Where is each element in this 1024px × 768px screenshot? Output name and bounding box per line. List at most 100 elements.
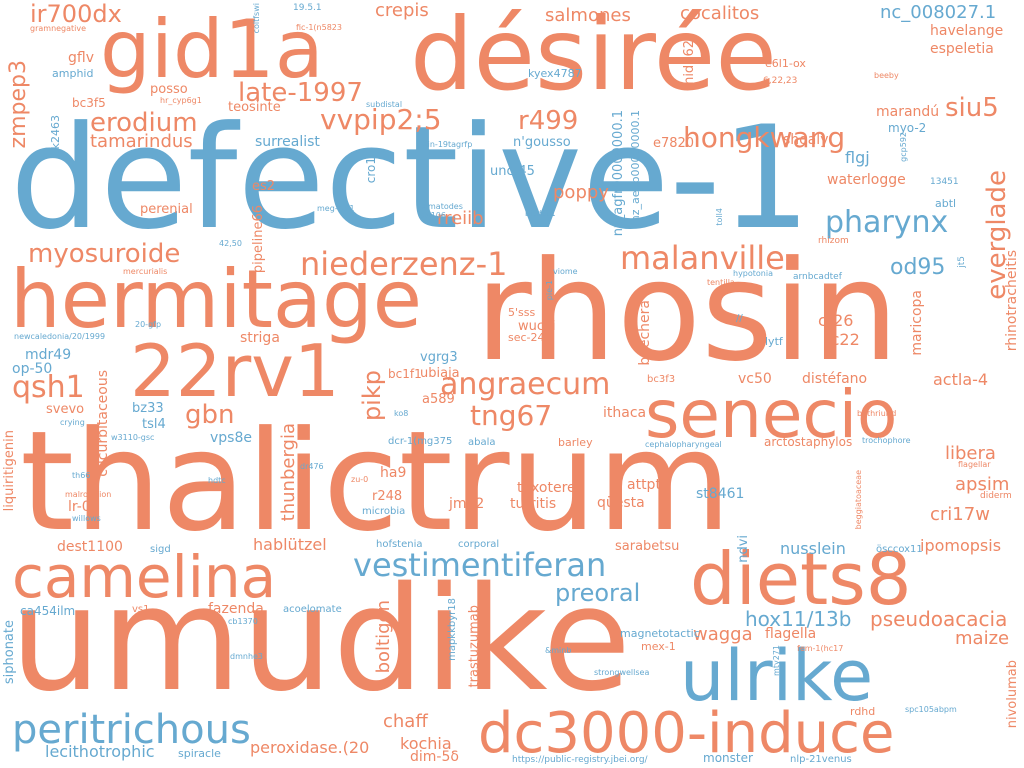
word: senecio [645, 376, 898, 453]
word: turritis [510, 496, 557, 512]
word: acoelomate [283, 604, 342, 615]
word: spc105abpm [905, 705, 957, 714]
word: 5'sss [508, 306, 536, 319]
word: sigd [150, 544, 171, 555]
word: myosuroide [28, 239, 181, 269]
word: 22rv1 [130, 329, 340, 413]
word: mty271 [772, 645, 781, 676]
word: kin-19​tagrfp [423, 140, 473, 149]
word: hox11/13b [745, 607, 852, 631]
word: vvpip2;5 [320, 103, 442, 136]
word: pipeline66 [251, 205, 266, 274]
word: peroxidase.(20 [250, 738, 370, 757]
word: apsim [955, 474, 1010, 495]
word: thalictrum [20, 401, 732, 562]
word: diets8 [690, 537, 912, 621]
word: posso [150, 82, 188, 97]
word: r499 [518, 106, 579, 136]
word: dim-5δ [410, 749, 459, 765]
word: newcaledonia/20/1999 [14, 332, 106, 341]
word: tk2463 [49, 115, 62, 154]
word: bc3f3 [647, 374, 676, 385]
word: liquiritigenin [2, 430, 17, 512]
word: corporal [458, 539, 500, 550]
word: maize [955, 628, 1010, 649]
word: ithaca [603, 405, 647, 421]
word: tsl4 [142, 417, 166, 432]
word: late-1997 [238, 78, 363, 108]
word: st8461 [696, 486, 745, 502]
word: 20-gfp [135, 320, 162, 329]
word: rhizom [818, 236, 849, 246]
word: ca454ilm [20, 604, 76, 618]
word: nlp-21​venus [790, 754, 852, 765]
word: ndvi [736, 535, 751, 563]
word: qsh1 [12, 370, 85, 405]
word: ha9 [380, 465, 407, 481]
word: vestimentiferan [353, 546, 607, 584]
word: salmones [545, 5, 631, 26]
word: ulrike [680, 635, 874, 717]
word: &minb [545, 646, 572, 655]
word: willows [72, 514, 101, 523]
word: nivolumab [1005, 660, 1020, 729]
word: cro1 [364, 157, 378, 184]
word: perenial [140, 202, 193, 217]
word: gcp592 [899, 132, 908, 162]
word: flgj [845, 148, 870, 167]
word: rreiib [437, 208, 484, 229]
word: zu-0 [351, 475, 369, 484]
word: pseudoacacia [870, 607, 1008, 631]
word: viome [553, 267, 578, 276]
word: flagellar [958, 460, 991, 469]
word: diderm [980, 491, 1012, 501]
word: r248 [372, 489, 403, 504]
word: w3110-gsc [111, 433, 155, 442]
word: jt5 [957, 256, 967, 268]
word: gbn [185, 400, 235, 430]
word: 19.5.1 [293, 3, 322, 13]
word: preoral [555, 579, 641, 607]
word: lr-01 [68, 499, 100, 515]
word: libera [945, 443, 996, 464]
word: cucurbitaceous [95, 370, 111, 477]
word: zmpep3 [6, 60, 31, 149]
word: od95 [890, 255, 946, 280]
word: subdistal [366, 100, 403, 109]
word: erodium [90, 108, 198, 138]
word: ubiaja [420, 366, 460, 381]
word: actla-4 [933, 370, 989, 389]
word: 13451 [930, 177, 959, 187]
word: e6l1-ox [765, 57, 806, 70]
word: defective-1 [10, 96, 812, 261]
word: umudike [10, 555, 632, 723]
word: nz_agfr00000000.1 [611, 110, 626, 237]
word: peritrichous [12, 707, 251, 753]
word: svevo [46, 402, 85, 417]
word: siu5 [945, 93, 999, 123]
word: hdtc [208, 476, 226, 485]
word: gid1a [100, 3, 324, 96]
word: magnetotactic [620, 627, 700, 640]
word: qüesta [597, 495, 645, 511]
word: cephalopharyngeal [645, 440, 722, 449]
word: crying [60, 418, 85, 427]
word: sw106 [420, 211, 446, 220]
word: marandú [876, 104, 940, 120]
word: bothriurid [857, 409, 897, 418]
word: abtl [935, 197, 957, 210]
word: dc3000-induce [478, 701, 895, 766]
word: ko8 [394, 409, 409, 418]
word: siphonate [2, 620, 17, 685]
word: ösccox11 [876, 544, 923, 555]
word: lecithotrophic [45, 742, 155, 761]
word: hablützel [253, 535, 327, 554]
word: flagella [765, 626, 817, 642]
word: angraecum [440, 367, 611, 402]
word: waterlogge [827, 172, 906, 188]
word: // [736, 313, 743, 324]
word: chaff [383, 711, 428, 732]
word: sec-24.2 [508, 331, 556, 344]
word: nc_008027.1 [880, 2, 997, 23]
